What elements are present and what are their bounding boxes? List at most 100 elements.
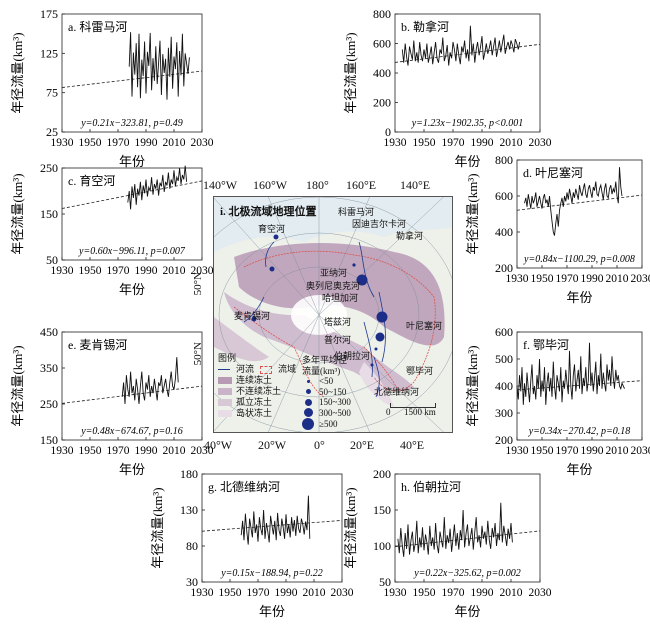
equation-g: y=0.15x−188.94, p=0.22 (220, 568, 323, 579)
equation-b: y=1.23x−1902.35, p<0.001 (411, 118, 524, 129)
ytick-label-e-2: 350 (40, 361, 58, 375)
xtick-label-f-0: 1930 (506, 445, 529, 457)
ytick-label-f-3: 500 (495, 352, 513, 366)
lat-left-1: 50°N (192, 342, 204, 365)
series-line-g (241, 496, 310, 545)
xlabel-g: 年份 (259, 604, 285, 619)
xtick-label-c-1: 1950 (79, 265, 102, 277)
xtick-label-g-0: 1930 (191, 587, 214, 599)
ytick-label-f-4: 600 (495, 325, 513, 339)
legend-basin-label: 流域 (278, 364, 296, 375)
lon-top-3: 160°E (346, 178, 376, 193)
ylabel-d: 年径流量(km³) (465, 173, 480, 254)
legend-perma-label-0: 连续冻土 (236, 375, 272, 386)
panel-title-g: g. 北德维纳河 (208, 479, 280, 494)
xtick-label-c-3: 1990 (135, 265, 158, 277)
xtick-label-h-1: 1950 (413, 587, 436, 599)
xtick-label-a-2: 1970 (107, 137, 130, 149)
panel-title-a: a. 科雷马河 (68, 20, 127, 34)
xtick-label-e-3: 1990 (135, 445, 158, 457)
xtick-label-d-0: 1930 (506, 273, 529, 285)
legend-perma-label-3: 岛状冻土 (236, 408, 272, 419)
ylabel-e: 年径流量(km³) (10, 345, 25, 426)
ytick-label-d-1: 400 (495, 225, 513, 239)
equation-c: y=0.60x−996.11, p=0.007 (78, 246, 186, 257)
legend-basin-swatch (260, 366, 272, 374)
river-label-yana: 亚纳河 (320, 266, 347, 279)
panel-title-c: c. 育空河 (68, 173, 115, 188)
ytick-label-d-2: 600 (495, 189, 513, 203)
flow-dot-0 (307, 380, 310, 383)
xtick-label-e-4: 2010 (163, 445, 186, 457)
xtick-label-a-3: 1990 (135, 137, 158, 149)
ylabel-h: 年径流量(km³) (343, 487, 358, 568)
ytick-label-a-1: 75 (46, 86, 58, 100)
lon-bottom-0: 40°W (204, 438, 232, 453)
river-label-lena: 勒拿河 (396, 229, 423, 242)
ytick-label-b-4: 800 (373, 7, 391, 21)
ytick-label-g-1: 80 (186, 539, 198, 553)
ytick-label-e-1: 250 (40, 397, 58, 411)
lon-top-1: 160°W (253, 178, 287, 193)
ytick-label-g-2: 130 (180, 503, 198, 517)
xtick-label-f-1: 1950 (531, 445, 554, 457)
xtick-label-f-2: 1970 (556, 445, 579, 457)
river-label-yenisei: 叶尼塞河 (406, 319, 442, 332)
lon-top-2: 180° (306, 178, 329, 193)
xtick-label-d-3: 1990 (581, 273, 604, 285)
ytick-label-e-3: 450 (40, 325, 58, 339)
legend-perma-label-1: 不连续冻土 (236, 386, 281, 397)
legend-perma-swatch-1 (218, 388, 232, 395)
xtick-label-b-0: 1930 (384, 137, 407, 149)
ytick-label-c-2: 250 (40, 161, 58, 175)
equation-e: y=0.48x−674.67, p=0.16 (80, 426, 183, 437)
flow-dot-3 (304, 408, 313, 417)
xtick-label-f-4: 2010 (606, 445, 629, 457)
flow-label-3: 300~500 (319, 408, 351, 419)
panel-title-e: e. 麦肯锡河 (68, 337, 127, 352)
xtick-label-d-5: 2030 (631, 273, 650, 285)
ytick-label-h-2: 150 (373, 503, 391, 517)
lon-bottom-1: 20°W (258, 438, 286, 453)
xtick-label-h-0: 1930 (384, 587, 407, 599)
xtick-label-d-2: 1970 (556, 273, 579, 285)
ytick-label-b-1: 200 (373, 96, 391, 110)
series-line-a (129, 32, 189, 100)
legend-perma-1: 不连续冻土 (218, 386, 296, 397)
legend-perma-3: 岛状冻土 (218, 408, 296, 419)
xlabel-h: 年份 (454, 604, 480, 619)
river-label-khatanga: 哈坦加河 (322, 291, 358, 304)
lon-top-0: 140°W (203, 178, 237, 193)
xtick-label-h-5: 2030 (529, 587, 552, 599)
river-label-mackenzie: 麦肯锡河 (234, 309, 270, 322)
ytick-label-a-2: 125 (40, 46, 58, 60)
ylabel-g: 年径流量(km³) (150, 487, 165, 568)
lon-bottom-4: 40°E (400, 438, 424, 453)
equation-h: y=0.22x−325.62, p=0.002 (413, 568, 521, 579)
xlabel-f: 年份 (566, 462, 592, 477)
legend-perma-2: 孤立冻土 (218, 397, 296, 408)
flow-label-1: 50~150 (319, 387, 346, 398)
ylabel-b: 年径流量(km³) (343, 32, 358, 113)
xtick-label-a-1: 1950 (79, 137, 102, 149)
series-line-c (128, 166, 187, 210)
xtick-label-g-4: 2010 (303, 587, 326, 599)
xtick-label-f-3: 1990 (581, 445, 604, 457)
flow-label-2: 150~300 (319, 397, 351, 408)
flow-legend-item-2: 150~300 (302, 397, 351, 408)
lon-bottom-2: 0° (314, 438, 325, 453)
xtick-label-e-1: 1950 (79, 445, 102, 457)
xtick-label-d-1: 1950 (531, 273, 554, 285)
xlabel-c: 年份 (119, 282, 145, 297)
flow-dot-4 (302, 418, 314, 430)
river-label-ob: 鄂毕河 (406, 364, 433, 377)
series-line-e (122, 357, 178, 404)
scale-label-1: 1500 km (404, 407, 436, 417)
trend-line-h (395, 531, 540, 547)
flow-legend: 多年平均径流量(km³) <50 50~150 150~300 300~500 … (302, 355, 351, 430)
